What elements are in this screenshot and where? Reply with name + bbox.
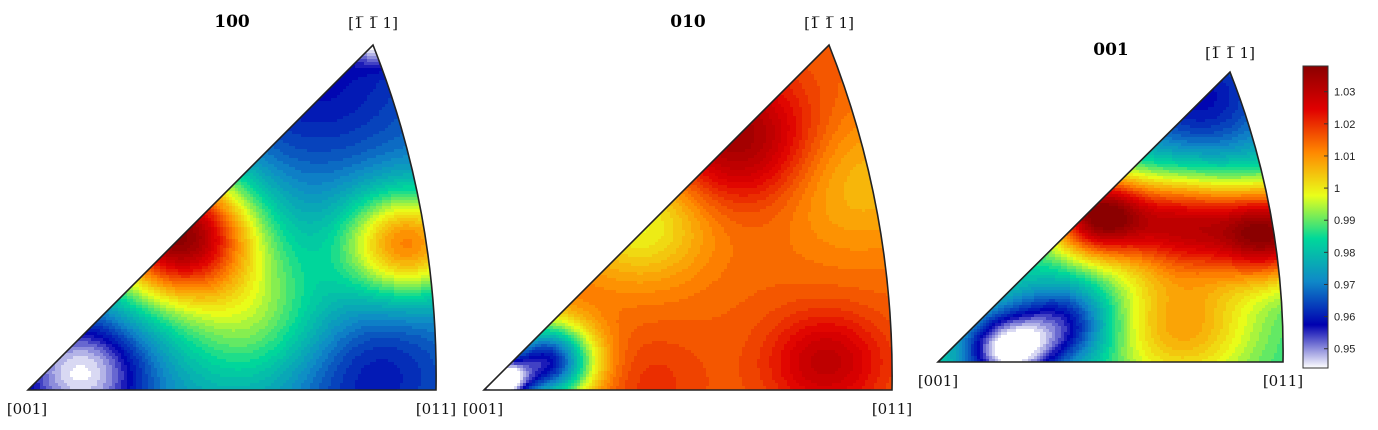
colorbar-tick-label: 0.97 [1334,279,1355,291]
colorbar-tick-label: 0.99 [1334,215,1355,227]
sector-outline [26,43,437,391]
colorbar-tick-label: 1.03 [1334,87,1355,99]
colorbar-gradient [1302,65,1329,369]
heat-field [28,45,437,390]
colorbar-tick-label: 1 [1334,183,1340,195]
heat-field [484,45,893,390]
corner-label-origin: [001] [463,400,503,418]
pole-figure-001: 001 [001] [011] [1̅ 1̅ 1] [918,40,1303,390]
sector-outline [936,70,1284,363]
colorbar-tick-label: 1.02 [1334,119,1355,131]
colorbar-tick-label: 0.96 [1334,312,1355,324]
colorbar-tick-label: 0.95 [1334,344,1355,356]
panel-title: 001 [1093,40,1129,60]
corner-label-right: [011] [416,400,456,418]
pole-figure-panels: 100 [001] [011] [1̅ 1̅ 1] 010 [001] [011] [1̅ 1… [7,12,1303,418]
pole-figure-010: 010 [001] [011] [1̅ 1̅ 1] [463,12,912,418]
corner-label-origin: [001] [7,400,47,418]
corner-label-right: [011] [1263,372,1303,390]
corner-label-origin: [001] [918,372,958,390]
corner-label-top: [1̅ 1̅ 1] [804,14,854,32]
panel-title: 010 [670,12,706,32]
heat-field [938,72,1284,362]
colorbar-tick-label: 1.01 [1334,151,1355,163]
colorbar-tick-label: 0.98 [1334,247,1355,259]
sector-outline [482,43,893,391]
panel-title: 100 [214,12,250,32]
corner-label-top: [1̅ 1̅ 1] [348,14,398,32]
colorbar: 0.95 0.96 0.97 0.98 0.99 1 1.01 1.02 1.03 [1302,65,1355,369]
corner-label-top: [1̅ 1̅ 1] [1205,44,1255,62]
corner-label-right: [011] [872,400,912,418]
pole-figure-100: 100 [001] [011] [1̅ 1̅ 1] [7,12,456,418]
